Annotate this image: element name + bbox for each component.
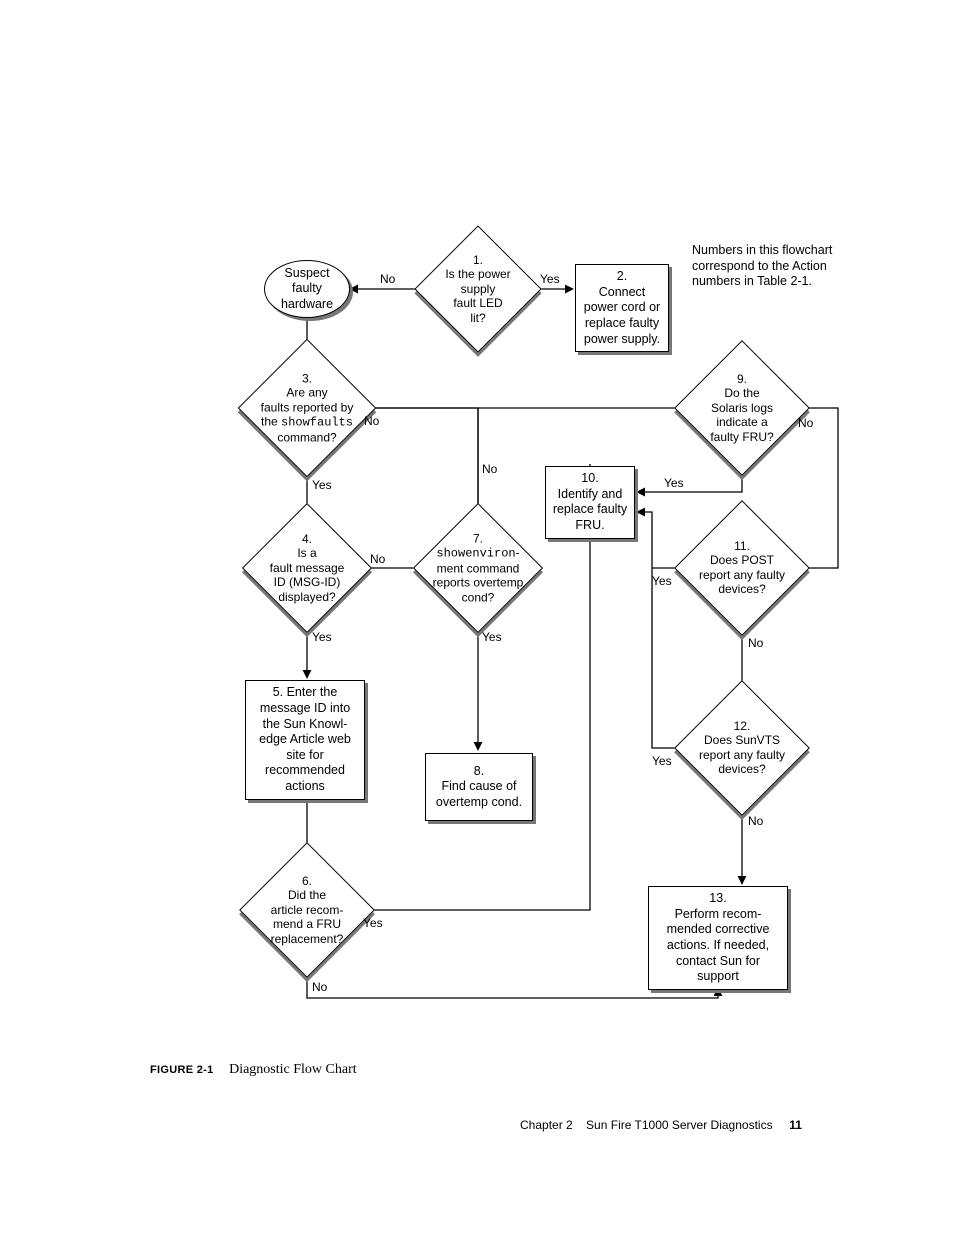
footer-chapter-title: Sun Fire T1000 Server Diagnostics bbox=[586, 1118, 773, 1132]
edge-label-e3-yes: Yes bbox=[312, 478, 332, 492]
edge-label-e12-no: No bbox=[748, 814, 763, 828]
figure-caption: FIGURE 2-1 Diagnostic Flow Chart bbox=[150, 1060, 357, 1078]
node-n9: 9.Do theSolaris logsindicate afaulty FRU… bbox=[694, 360, 790, 456]
corner-note: Numbers in this flowchart correspond to … bbox=[692, 243, 862, 290]
edge-label-e11-no: No bbox=[748, 636, 763, 650]
node-n3: 3.Are anyfaults reported bythe showfault… bbox=[258, 359, 356, 457]
node-n7: 7.showenviron-ment commandreports overte… bbox=[432, 522, 524, 614]
node-n6: 6.Did thearticle recom-mend a FRUreplace… bbox=[259, 862, 355, 958]
edge-label-e9-yes: Yes bbox=[664, 476, 684, 490]
edge-label-e4-yes: Yes bbox=[312, 630, 332, 644]
footer-page-number: 11 bbox=[789, 1118, 802, 1132]
edge-label-e12-yes: Yes bbox=[652, 754, 672, 768]
node-n13: 13.Perform recom-mended corrective actio… bbox=[648, 886, 788, 990]
edge-label-e6-yes: Yes bbox=[363, 916, 383, 930]
node-n8: 8.Find cause of overtemp cond. bbox=[425, 753, 533, 821]
figure-label: FIGURE 2-1 bbox=[150, 1064, 214, 1076]
node-n4: 4.Is afault messageID (MSG-ID)displayed? bbox=[261, 522, 353, 614]
edge-label-e11-yes: Yes bbox=[652, 574, 672, 588]
node-start: Suspect faulty hardware bbox=[264, 260, 350, 318]
edge-e11-yes-into10 bbox=[637, 512, 652, 568]
node-n12: 12.Does SunVTSreport any faultydevices? bbox=[694, 700, 790, 796]
edge-label-e4-no: No bbox=[370, 552, 385, 566]
footer-chapter: Chapter 2 bbox=[520, 1118, 573, 1132]
edge-label-e7-yes: Yes bbox=[482, 630, 502, 644]
node-n10: 10.Identify and replace faulty FRU. bbox=[545, 466, 635, 539]
node-n11: 11.Does POSTreport any faultydevices? bbox=[694, 520, 790, 616]
edge-label-e3-no: No bbox=[364, 414, 379, 428]
node-n5: 5. Enter the message ID into the Sun Kno… bbox=[245, 680, 365, 800]
figure-title: Diagnostic Flow Chart bbox=[229, 1062, 357, 1077]
edge-label-e1-no: No bbox=[380, 272, 395, 286]
edge-label-e9-no: No bbox=[798, 416, 813, 430]
edge-label-e7-no-up: No bbox=[482, 462, 497, 476]
edge-label-e1-yes: Yes bbox=[540, 272, 560, 286]
flowchart-canvas: Numbers in this flowchart correspond to … bbox=[0, 0, 954, 1235]
edge-label-e6-no: No bbox=[312, 980, 327, 994]
node-n1: 1.Is the powersupplyfault LEDlit? bbox=[433, 244, 523, 334]
node-n2: 2.Connect power cord or replace faulty p… bbox=[575, 264, 669, 352]
page-footer: Chapter 2 Sun Fire T1000 Server Diagnost… bbox=[520, 1118, 802, 1132]
